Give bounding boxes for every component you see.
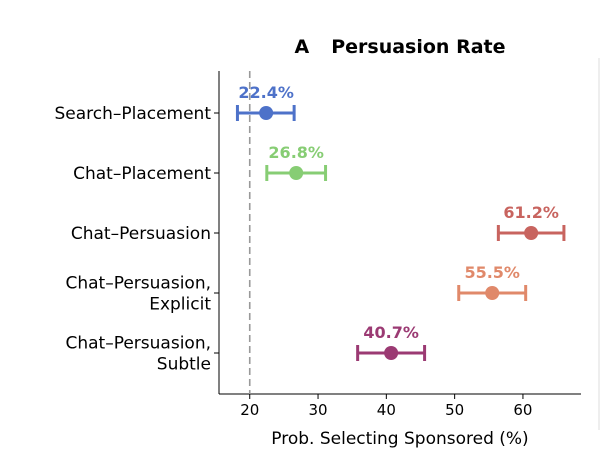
x-tick-label: 40 [377,401,396,419]
x-tick-label: 30 [308,401,327,419]
data-label: 26.8% [268,143,324,162]
x-tick-label: 50 [445,401,464,419]
title-text: Persuasion Rate [331,36,505,58]
data-point [289,166,304,180]
data-label: 61.2% [503,203,559,222]
category-label: Chat–Persuasion, [65,334,211,354]
data-point [485,286,500,300]
category-label: Chat–Persuasion [71,224,211,244]
category-label: Chat–Persuasion, [65,274,211,294]
data-point [259,106,274,120]
panel-label: A [295,36,310,58]
chart-title: A Persuasion Rate [295,36,506,58]
category-label: Subtle [157,355,211,375]
category-label: Search–Placement [54,104,211,124]
data-label: 55.5% [464,263,520,282]
data-point [524,226,539,240]
x-tick-label: 20 [240,401,259,419]
category-label: Chat–Placement [73,164,211,184]
data-point [384,346,399,360]
x-tick-label: 60 [513,401,532,419]
x-axis-label: Prob. Selecting Sponsored (%) [271,429,528,449]
data-label: 40.7% [363,323,419,342]
data-label: 22.4% [238,83,294,102]
category-label: Explicit [149,295,211,315]
plot-area: 20 30 40 50 60 Search–Placement 22.4% Chat–Plac… [54,71,566,419]
